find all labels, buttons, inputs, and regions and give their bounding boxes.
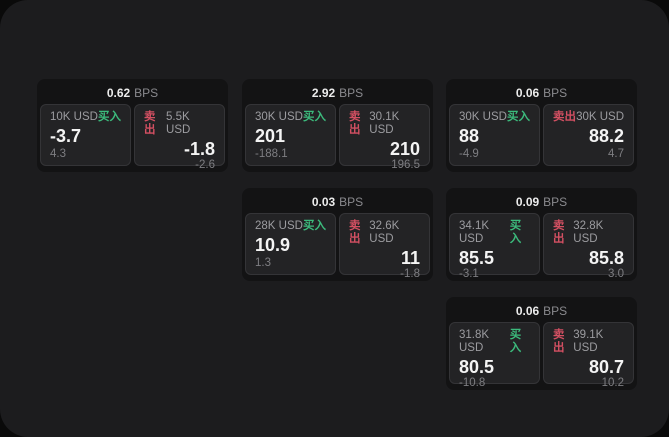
bps-unit-label: BPS: [543, 86, 568, 100]
bps-header: 0.03 BPS: [245, 191, 430, 213]
buy-size: 28K USD: [255, 220, 303, 232]
bps-value: 0.62: [106, 86, 131, 100]
quote-card-1: 0.62 BPS 10K USD 买入 -3.7 4.3 卖出 5.5K USD…: [37, 79, 228, 172]
buy-size: 34.1K USD: [459, 220, 490, 245]
sell-panel[interactable]: 卖出 30K USD 88.2 4.7: [543, 104, 634, 166]
sell-panel[interactable]: 卖出 32.6K USD 11 -1.8: [339, 213, 430, 280]
buy-price: 88: [459, 126, 480, 146]
buy-size: 31.8K USD: [459, 329, 490, 354]
sell-side-label: 卖出: [349, 220, 361, 245]
sell-panel[interactable]: 卖出 39.1K USD 80.7 10.2: [543, 322, 634, 389]
bps-unit-label: BPS: [134, 86, 159, 100]
sell-size: 39.1K USD: [573, 329, 604, 354]
bps-unit-label: BPS: [543, 304, 568, 318]
sell-size: 30K USD: [576, 111, 624, 123]
sell-side-label: 卖出: [144, 111, 156, 136]
bps-value: 0.06: [515, 304, 540, 318]
bps-value: 2.92: [311, 86, 336, 100]
bps-header: 0.62 BPS: [40, 82, 225, 104]
sell-side-label: 卖出: [553, 329, 565, 354]
bps-header: 0.09 BPS: [449, 191, 634, 213]
quote-card-6: 0.06 BPS 31.8K USD 买入 80.5 -10.8 卖出 39.1…: [446, 297, 637, 390]
bps-unit-label: BPS: [339, 86, 364, 100]
buy-side-label: 买入: [303, 220, 326, 232]
bps-value: 0.03: [311, 195, 336, 209]
sell-price: 11: [400, 248, 420, 268]
quote-card-3: 0.06 BPS 30K USD 买入 88 -4.9 卖出 30K USD 8…: [446, 79, 637, 172]
sell-price: 88.2: [588, 126, 624, 146]
buy-side-label: 买入: [507, 111, 530, 123]
buy-price: 10.9: [255, 235, 291, 255]
buy-price: 85.5: [459, 248, 495, 268]
buy-delta: -10.8: [459, 377, 486, 389]
buy-size: 30K USD: [459, 111, 507, 123]
bps-header: 2.92 BPS: [245, 82, 430, 104]
buy-panel[interactable]: 30K USD 买入 88 -4.9: [449, 104, 540, 166]
bps-unit-label: BPS: [543, 195, 568, 209]
buy-delta: 4.3: [50, 148, 66, 160]
sell-panel[interactable]: 卖出 30.1K USD 210 196.5: [339, 104, 430, 171]
buy-delta: -188.1: [255, 148, 288, 160]
sell-delta: 3.0: [608, 268, 624, 280]
sell-price: 80.7: [588, 357, 624, 377]
buy-side-label: 买入: [303, 111, 326, 123]
sell-price: 210: [389, 139, 420, 159]
quote-card-4: 0.03 BPS 28K USD 买入 10.9 1.3 卖出 32.6K US…: [242, 188, 433, 281]
buy-side-label: 买入: [509, 329, 522, 354]
sell-delta: -1.8: [400, 268, 420, 280]
buy-panel[interactable]: 31.8K USD 买入 80.5 -10.8: [449, 322, 540, 389]
buy-side-label: 买入: [509, 220, 522, 245]
buy-size: 30K USD: [255, 111, 303, 123]
sell-size: 30.1K USD: [369, 111, 400, 136]
buy-panel[interactable]: 34.1K USD 买入 85.5 -3.1: [449, 213, 540, 280]
buy-side-label: 买入: [98, 111, 121, 123]
sell-price: 85.8: [588, 248, 624, 268]
bps-value: 0.06: [515, 86, 540, 100]
sell-delta: 196.5: [391, 159, 420, 171]
quote-card-5: 0.09 BPS 34.1K USD 买入 85.5 -3.1 卖出 32.8K…: [446, 188, 637, 281]
buy-price: 201: [255, 126, 286, 146]
buy-panel[interactable]: 30K USD 买入 201 -188.1: [245, 104, 336, 166]
bps-value: 0.09: [515, 195, 540, 209]
sell-panel[interactable]: 卖出 32.8K USD 85.8 3.0: [543, 213, 634, 280]
bps-header: 0.06 BPS: [449, 82, 634, 104]
buy-price: -3.7: [50, 126, 82, 146]
sell-delta: 10.2: [601, 377, 624, 389]
sell-size: 32.8K USD: [573, 220, 604, 245]
buy-delta: 1.3: [255, 257, 271, 269]
bps-unit-label: BPS: [339, 195, 364, 209]
sell-side-label: 卖出: [553, 111, 576, 123]
buy-price: 80.5: [459, 357, 495, 377]
buy-size: 10K USD: [50, 111, 98, 123]
sell-panel[interactable]: 卖出 5.5K USD -1.8 -2.6: [134, 104, 225, 171]
sell-side-label: 卖出: [553, 220, 565, 245]
bps-header: 0.06 BPS: [449, 300, 634, 322]
buy-panel[interactable]: 28K USD 买入 10.9 1.3: [245, 213, 336, 275]
sell-price: -1.8: [183, 139, 215, 159]
sell-delta: 4.7: [608, 148, 624, 160]
quote-card-2: 2.92 BPS 30K USD 买入 201 -188.1 卖出 30.1K …: [242, 79, 433, 172]
sell-size: 5.5K USD: [166, 111, 191, 136]
buy-panel[interactable]: 10K USD 买入 -3.7 4.3: [40, 104, 131, 166]
buy-delta: -4.9: [459, 148, 479, 160]
buy-delta: -3.1: [459, 268, 479, 280]
sell-side-label: 卖出: [349, 111, 361, 136]
sell-delta: -2.6: [195, 159, 215, 171]
sell-size: 32.6K USD: [369, 220, 400, 245]
